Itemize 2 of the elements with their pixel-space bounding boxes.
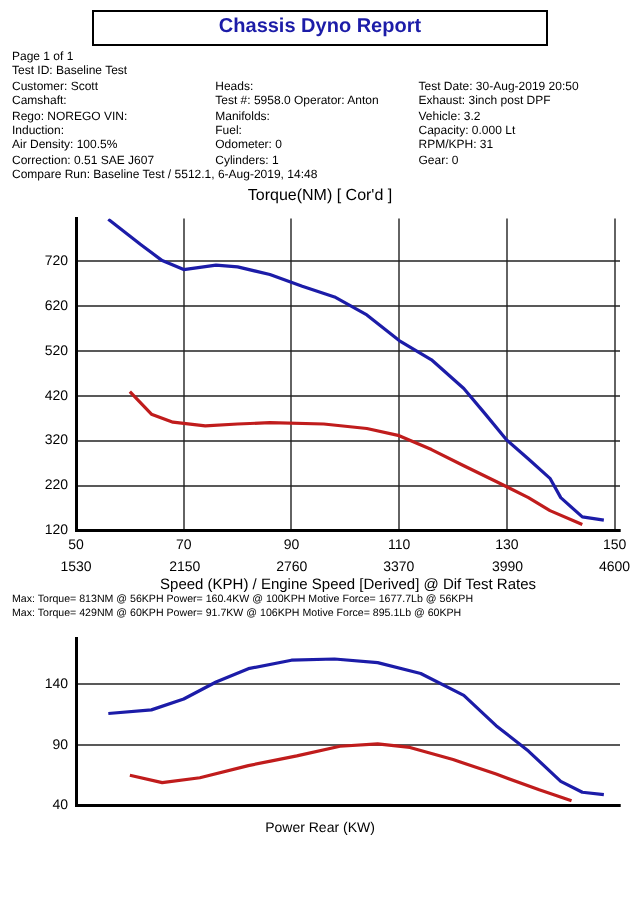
chart-title: Torque(NM) [ Cor'd ] (245, 185, 395, 204)
chart-subtitle: Chassis Dyno Report (92, 10, 548, 46)
